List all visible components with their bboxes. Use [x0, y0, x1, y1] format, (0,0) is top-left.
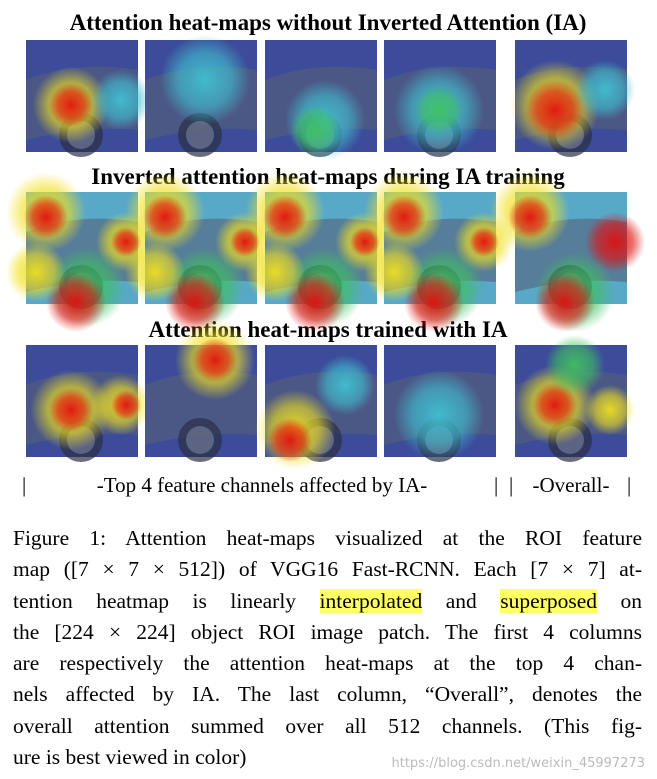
separator: |	[509, 473, 513, 497]
caption-line: overall attention summed over all 512 ch…	[13, 713, 642, 738]
separator: |	[22, 473, 26, 497]
column-label: -Overall-	[533, 473, 610, 497]
caption-line: nels affected by IA. The last column, “O…	[13, 682, 642, 707]
caption-line: are respectively the attention heat-maps…	[13, 651, 642, 676]
heatmap-image	[490, 172, 645, 332]
heatmap-image	[145, 320, 257, 462]
separator: |	[494, 473, 498, 497]
heatmap-image	[265, 40, 377, 160]
watermark: https://blog.csdn.net/weixin_45997273	[391, 756, 645, 771]
caption-line: tention heatmap is linearly interpolated…	[13, 586, 642, 617]
column-label: -Top 4 feature channels affected by IA-	[97, 473, 427, 497]
heatmap-image	[6, 172, 156, 332]
heatmap-image	[384, 40, 496, 157]
heatmap-image	[245, 172, 395, 332]
heatmap-image	[384, 345, 496, 462]
heatmap-image	[26, 345, 151, 462]
highlight: interpolated	[319, 588, 423, 613]
caption-line: map ([7 × 7 × 512]) of VGG16 Fast-RCNN. …	[13, 557, 642, 582]
highlight: superposed	[500, 588, 598, 613]
caption-text: tention heatmap is linearly	[13, 588, 320, 613]
heatmap-image	[364, 172, 514, 332]
caption-text: on	[597, 588, 643, 613]
heatmap-image	[26, 40, 151, 157]
heatmap-image	[255, 345, 377, 470]
caption-line: ure is best viewed in color)	[13, 745, 247, 770]
heatmap-image	[515, 335, 635, 462]
caption: Figure 1: Attention heat-maps visualized…	[13, 523, 642, 773]
row-title: Attention heat-maps without Inverted Att…	[70, 10, 587, 35]
heatmap-image	[510, 40, 635, 157]
caption-text: and	[422, 588, 501, 613]
separator: |	[627, 473, 631, 497]
heatmap-image	[145, 35, 257, 157]
caption-line: the [224 × 224] object ROI image patch. …	[13, 619, 642, 644]
caption-line: Figure 1: Attention heat-maps visualized…	[13, 526, 642, 550]
figure: Attention heat-maps without Inverted Att…	[6, 10, 645, 497]
